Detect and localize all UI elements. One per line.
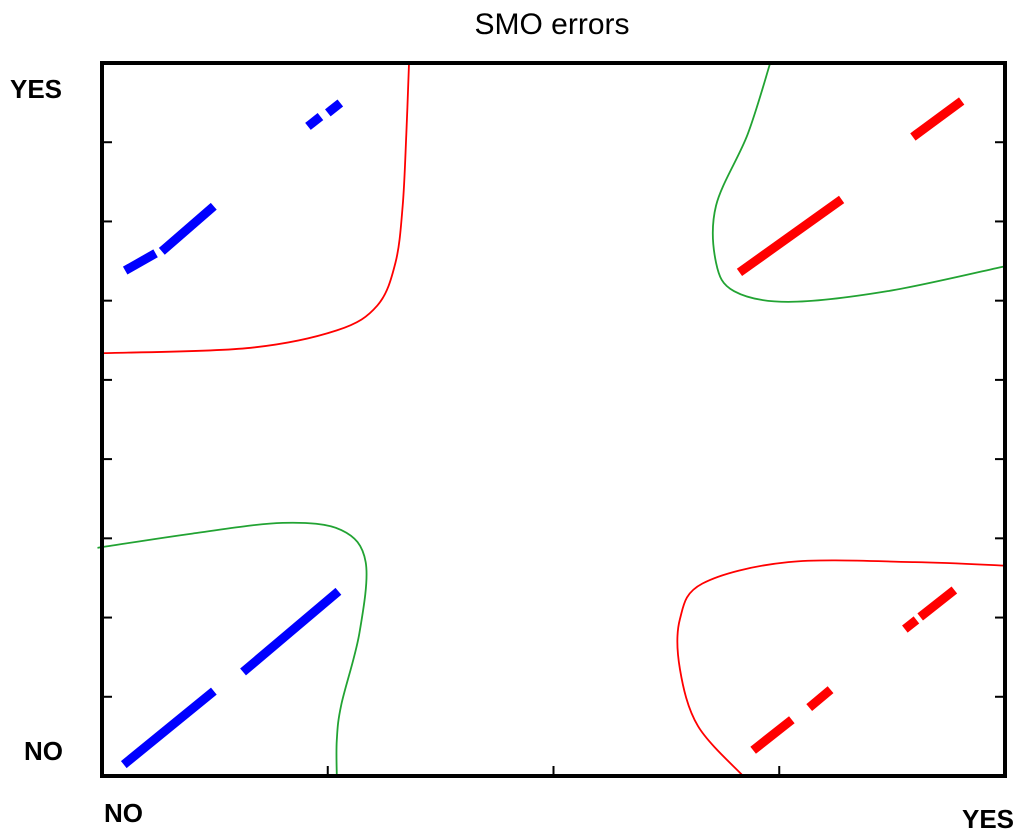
error-points-blue-1-1 <box>120 687 217 769</box>
error-points-red-6-1 <box>750 716 795 754</box>
error-points-blue-2-1 <box>122 249 158 275</box>
error-points-blue-3-1 <box>305 113 324 130</box>
error-points-red-7-2 <box>917 586 958 621</box>
error-points-blue-1-2 <box>240 587 342 676</box>
decision-boundary-red-4 <box>676 559 1006 777</box>
decision-boundary-green-2 <box>712 62 1006 303</box>
plot-frame <box>100 61 1007 778</box>
error-points-blue-3-2 <box>325 99 344 117</box>
error-points-red-4-1 <box>736 195 845 277</box>
x-axis-max-label: YES <box>962 804 1015 834</box>
y-axis-min-label: NO <box>24 736 63 766</box>
error-points-red-5-1 <box>910 97 965 141</box>
decision-boundary-red-1 <box>101 62 410 355</box>
error-points-red-6-2 <box>806 686 834 712</box>
y-axis-max-label: YES <box>10 74 63 104</box>
x-axis-min-label: NO <box>104 798 143 828</box>
error-points-blue-2-2 <box>158 202 217 255</box>
decision-boundary-green-3 <box>97 521 368 777</box>
error-points-red-7-1 <box>902 616 920 633</box>
chart-title: SMO errors <box>474 8 630 41</box>
